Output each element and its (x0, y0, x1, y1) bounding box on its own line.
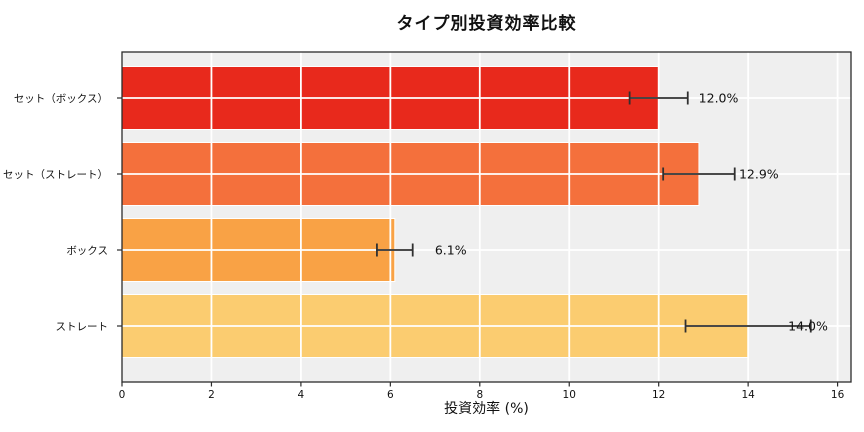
x-tick-label: 16 (831, 389, 845, 401)
x-tick-label: 14 (741, 389, 755, 401)
value-label: 12.0% (699, 91, 739, 106)
chart-title: タイプ別投資効率比較 (396, 14, 577, 34)
x-tick-label: 2 (208, 389, 215, 401)
x-axis-label: 投資効率 (%) (444, 401, 529, 417)
x-tick-label: 4 (298, 389, 305, 401)
value-label: 14.0% (788, 319, 828, 334)
error-bar (628, 91, 689, 105)
y-tick-label: セット（ストレート） (3, 169, 108, 181)
y-tick-label: セット（ボックス） (14, 93, 108, 105)
error-bar (684, 319, 812, 333)
x-tick-label: 6 (387, 389, 394, 401)
y-tick-label: ボックス (66, 245, 108, 257)
plot-border (121, 51, 852, 383)
value-label: 6.1% (435, 243, 467, 258)
x-tick-label: 12 (652, 389, 665, 401)
error-bar (376, 243, 414, 257)
x-tick-label: 0 (119, 389, 126, 401)
value-label: 12.9% (739, 167, 779, 182)
x-tick-label: 10 (563, 389, 576, 401)
y-tick-label: ストレート (56, 321, 109, 333)
x-tick-label: 8 (476, 389, 483, 401)
error-bar (662, 167, 736, 181)
